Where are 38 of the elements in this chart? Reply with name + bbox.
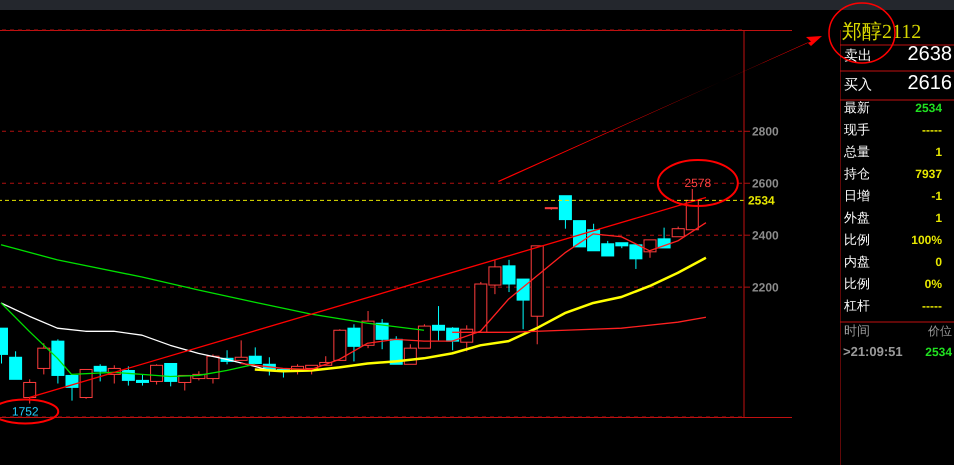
text: -1	[931, 189, 942, 203]
text: 内盘	[844, 254, 870, 269]
annotation: 2578	[684, 176, 712, 190]
text: 2534	[925, 345, 952, 359]
text: 比例	[844, 276, 870, 291]
text: 买入	[844, 76, 872, 92]
line-series	[254, 256, 708, 373]
text: 持仓	[844, 166, 870, 181]
text: 2534	[915, 101, 942, 115]
text: 1	[935, 211, 942, 225]
line-series	[240, 222, 707, 370]
text: 7937	[915, 167, 942, 181]
annotation: 1752	[12, 404, 39, 418]
text: 外盘	[844, 210, 870, 225]
text: 0%	[924, 277, 942, 291]
text: -----	[922, 123, 942, 137]
text: 2638	[908, 43, 952, 65]
text: 卖出	[844, 47, 872, 63]
text: 最新	[844, 100, 870, 115]
y-tick-label: 2400	[752, 228, 780, 242]
text: 0	[935, 255, 942, 269]
text: 杠杆	[843, 298, 870, 313]
y-tick-label: 2200	[752, 280, 780, 294]
text: 价位	[927, 324, 952, 338]
text: 比例	[844, 232, 870, 247]
text: 2616	[908, 72, 952, 94]
y-tick-label: 2600	[752, 176, 780, 190]
text: 总量	[843, 144, 870, 159]
text: 日增	[844, 188, 870, 203]
text: 时间	[844, 323, 870, 338]
text: 1	[935, 145, 942, 159]
text: 现手	[844, 122, 870, 137]
y-tick-label: 2800	[752, 124, 780, 139]
text: 100%	[911, 233, 942, 247]
ref-line-label: 2534	[748, 193, 776, 208]
line-series	[0, 244, 425, 331]
text: >21:09:51	[843, 344, 903, 359]
text: -----	[922, 299, 942, 313]
